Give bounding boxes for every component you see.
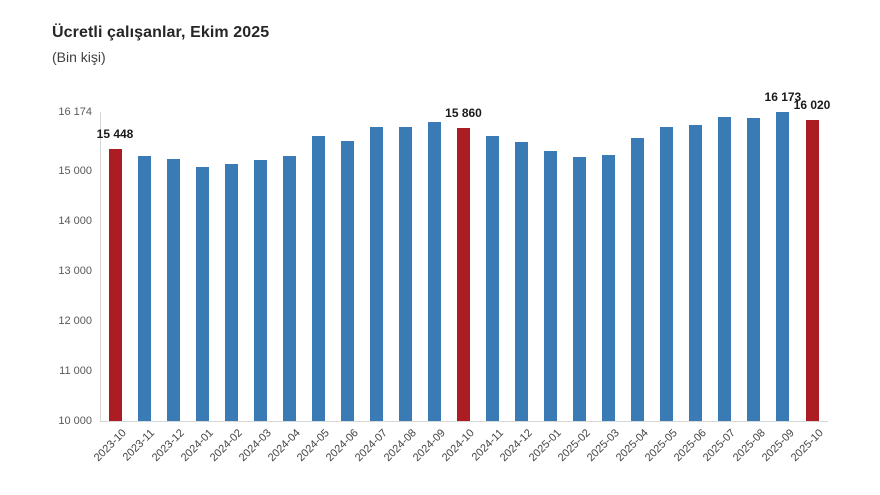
y-axis-line — [100, 112, 101, 421]
bar-2025-03 — [602, 155, 616, 421]
bar-2024-06 — [340, 141, 354, 421]
bar-value-label: 16 173 — [764, 90, 802, 105]
bar-2024-12 — [515, 142, 529, 422]
y-axis-tick-label: 13 000 — [58, 264, 92, 277]
bar-2023-12 — [166, 158, 180, 421]
y-axis-tick-label: 15 000 — [58, 164, 92, 177]
bar-2025-09 — [776, 112, 790, 421]
chart-title: Ücretli çalışanlar, Ekim 2025 — [52, 24, 270, 41]
bar-2024-04 — [282, 156, 296, 422]
bar-2023-10 — [108, 148, 122, 421]
y-axis-tick-label: 12 000 — [58, 314, 92, 327]
bar-2024-07 — [369, 126, 383, 421]
bar-2024-02 — [224, 163, 238, 421]
y-axis-tick-label: 10 000 — [58, 414, 92, 427]
bar-value-label: 15 448 — [96, 126, 134, 141]
bar-2025-05 — [660, 127, 674, 421]
bar-2024-03 — [253, 160, 267, 422]
bar-2024-09 — [427, 121, 441, 422]
bar-2025-04 — [631, 138, 645, 422]
bar-2025-07 — [718, 116, 732, 421]
y-axis-tick-label: 16 174 — [58, 105, 92, 118]
y-axis-tick-label: 14 000 — [58, 214, 92, 227]
bar-2024-08 — [398, 126, 412, 422]
bar-2025-08 — [747, 117, 761, 422]
bar-value-label: 15 860 — [445, 106, 482, 120]
bar-2025-01 — [544, 150, 558, 421]
bar-2025-02 — [573, 156, 587, 421]
bar-2024-01 — [195, 167, 209, 421]
bar-2024-05 — [311, 136, 325, 421]
y-axis-tick-label: 11 000 — [59, 364, 92, 377]
chart-subtitle: (Bin kişi) — [52, 49, 106, 65]
bar-2025-06 — [689, 125, 703, 421]
bar-2023-11 — [137, 155, 151, 421]
bar-2024-10 — [457, 128, 470, 421]
bar-value-label: 16 020 — [793, 98, 831, 112]
x-axis-line — [100, 421, 828, 422]
bar-2024-11 — [486, 135, 499, 421]
x-axis-tick-label: 2023-10 — [91, 427, 129, 465]
bar-2025-10 — [805, 120, 819, 421]
